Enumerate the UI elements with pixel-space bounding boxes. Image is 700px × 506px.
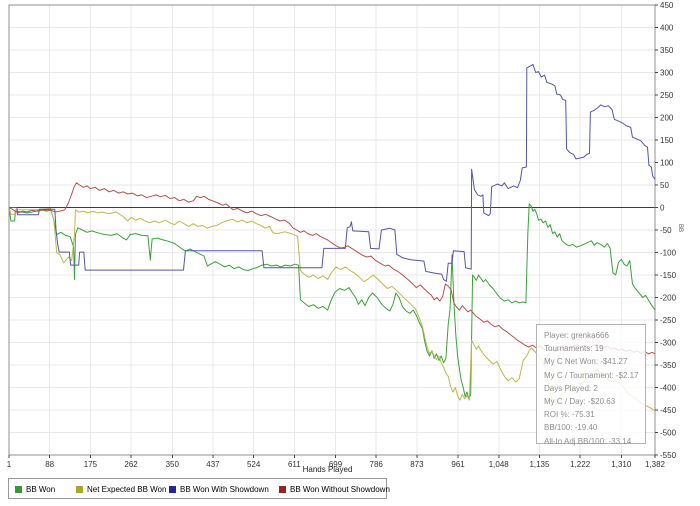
y-tick-label: -50 [660, 226, 672, 235]
y-tick-label: -100 [660, 249, 677, 258]
x-tick-label: 786 [370, 460, 384, 469]
x-tick-label: 1,048 [489, 460, 510, 469]
tooltip-days-played: Days Played: 2 [544, 383, 598, 393]
y-tick-label: -400 [660, 384, 677, 393]
tooltip-allin-adj-bb100: All-In Adj BB/100: -33.14 [544, 436, 632, 446]
x-tick-label: 1,222 [570, 460, 591, 469]
legend-label: Net Expected BB Won [87, 485, 167, 494]
x-tick-label: 524 [247, 460, 261, 469]
y-tick-label: 100 [660, 159, 674, 168]
y-tick-label: 150 [660, 136, 674, 145]
stats-tooltip: Player: grenka666 Tournaments: 19 My C N… [536, 324, 646, 446]
x-tick-label: 873 [410, 460, 424, 469]
x-tick-label: 262 [124, 460, 138, 469]
with-showdown-swatch-icon [169, 486, 176, 493]
legend-item-bb-won-without-showdown[interactable]: BB Won Without Showdown [279, 485, 390, 494]
y-tick-label: 450 [660, 1, 674, 10]
y-tick-label: 300 [660, 69, 674, 78]
y-tick-label: -350 [660, 361, 677, 370]
tooltip-tournaments: Tournaments: 19 [544, 344, 604, 354]
without-showdown-swatch-icon [279, 486, 286, 493]
y-tick-label: -550 [660, 451, 677, 460]
legend-label: BB Won [26, 485, 56, 494]
net-expected-swatch-icon [76, 486, 83, 493]
x-tick-label: 88 [45, 460, 54, 469]
x-tick-label: 961 [451, 460, 465, 469]
legend-label: BB Won Without Showdown [290, 485, 390, 494]
y-axis-title: BB [677, 224, 683, 233]
x-tick-label: 175 [84, 460, 98, 469]
y-tick-label: -450 [660, 406, 677, 415]
x-tick-label: 350 [166, 460, 180, 469]
tooltip-net-won: My C Net Won: -$41.27 [544, 357, 628, 367]
x-tick-label: 437 [206, 460, 220, 469]
tooltip-per-day: My C / Day: -$20.63 [544, 396, 616, 406]
bb-won-swatch-icon [15, 486, 22, 493]
x-tick-label: 1 [7, 460, 12, 469]
y-tick-label: -200 [660, 294, 677, 303]
y-tick-label: 0 [660, 204, 665, 213]
x-tick-label: 611 [288, 460, 301, 469]
y-tick-label: 250 [660, 91, 674, 100]
tooltip-per-tournament: My C / Tournament: -$2.17 [544, 370, 639, 380]
series-bb-won [8, 203, 656, 400]
x-tick-label: 699 [329, 460, 343, 469]
y-tick-label: -250 [660, 316, 677, 325]
y-tick-label: 50 [660, 181, 669, 190]
x-tick-label: 1,135 [529, 460, 550, 469]
legend-item-bb-won[interactable]: BB Won [15, 485, 55, 494]
y-tick-label: -300 [660, 339, 677, 348]
x-tick-label: 1,310 [611, 460, 632, 469]
legend-item-bb-won-with-showdown[interactable]: BB Won With Showdown [169, 485, 269, 494]
tooltip-player: Player: grenka666 [544, 331, 609, 340]
tooltip-bb100: BB/100: -19.40 [544, 423, 598, 433]
x-axis-title: Hands Played [302, 465, 353, 474]
legend-label: BB Won With Showdown [180, 485, 269, 494]
y-tick-label: 400 [660, 24, 674, 33]
y-tick-label: -500 [660, 429, 677, 438]
y-tick-label: -150 [660, 271, 677, 280]
tooltip-roi: ROI %: -75.31 [544, 410, 595, 420]
x-tick-label: 1,382 [645, 460, 666, 469]
y-tick-label: 200 [660, 114, 674, 123]
legend-item-net-expected-bb-won[interactable]: Net Expected BB Won [76, 485, 166, 494]
series-bb-won-with-showdown [9, 63, 656, 282]
legend: BB Won Net Expected BB Won BB Won With S… [8, 478, 390, 499]
y-tick-label: 350 [660, 46, 674, 55]
